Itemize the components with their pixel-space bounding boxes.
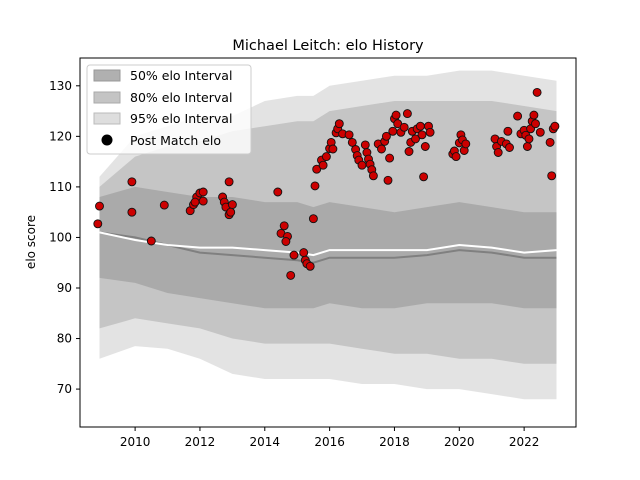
data-point <box>524 134 534 144</box>
data-point <box>159 200 169 210</box>
data-point <box>419 172 429 182</box>
data-point <box>308 214 318 224</box>
data-point <box>334 119 344 129</box>
x-tick-label: 2012 <box>185 435 216 449</box>
legend-swatch-80 <box>93 91 121 104</box>
data-point <box>279 221 289 231</box>
data-point <box>357 160 367 170</box>
data-point <box>190 197 200 207</box>
data-point <box>425 127 435 137</box>
data-point <box>513 111 523 121</box>
data-point <box>532 87 542 97</box>
data-point <box>289 250 299 260</box>
data-point <box>146 236 156 246</box>
x-axis: 2010 2012 2014 2016 2018 2020 2022 <box>120 427 540 449</box>
median-line <box>99 231 557 264</box>
data-point <box>224 177 234 187</box>
y-axis: 70 80 90 100 110 120 130 <box>49 79 80 396</box>
data-point <box>417 130 427 140</box>
legend-label-post-match: Post Match elo <box>130 133 221 148</box>
data-point <box>344 130 354 140</box>
legend-marker-post-match <box>101 134 113 146</box>
legend-box <box>86 64 252 155</box>
data-point <box>312 164 322 174</box>
data-point <box>493 148 503 157</box>
mean-line <box>99 231 557 257</box>
y-tick-label: 130 <box>49 79 72 93</box>
data-point <box>198 196 208 206</box>
data-point <box>281 237 291 246</box>
x-tick-label: 2020 <box>444 435 475 449</box>
data-point <box>388 126 398 136</box>
x-tick-label: 2022 <box>509 435 540 449</box>
data-point <box>411 134 420 144</box>
data-point <box>321 152 331 162</box>
data-point <box>347 137 357 147</box>
legend-swatch-50 <box>93 69 121 82</box>
data-point <box>385 153 395 163</box>
data-point <box>522 142 532 151</box>
data-point <box>391 110 401 120</box>
data-point <box>93 219 103 229</box>
legend: 50% elo Interval 80% elo Interval 95% el… <box>86 64 252 155</box>
data-point <box>377 144 386 154</box>
data-point <box>127 207 137 217</box>
data-point <box>368 171 378 181</box>
data-point <box>550 121 560 131</box>
y-tick-label: 120 <box>49 129 72 143</box>
plot-frame <box>79 57 577 428</box>
x-tick-label: 2010 <box>120 435 151 449</box>
x-tick-label: 2014 <box>250 435 281 449</box>
legend-label-95: 95% elo Interval <box>130 111 232 126</box>
post-match-points <box>93 87 560 280</box>
x-tick-label: 2018 <box>379 435 410 449</box>
data-point <box>383 175 393 185</box>
data-point <box>198 187 208 197</box>
y-axis-label: elo score <box>24 215 38 269</box>
legend-swatch-95 <box>93 112 121 125</box>
y-tick-label: 90 <box>57 281 72 295</box>
data-point <box>299 248 309 258</box>
data-point <box>318 160 328 170</box>
data-point <box>505 143 514 152</box>
data-point <box>286 270 296 280</box>
trend-lines <box>99 231 557 264</box>
y-tick-label: 70 <box>57 382 72 396</box>
x-tick-label: 2016 <box>314 435 345 449</box>
data-point <box>461 139 471 149</box>
data-point <box>227 200 237 210</box>
data-point <box>127 177 137 187</box>
data-point <box>531 119 540 129</box>
data-point <box>226 207 236 217</box>
data-point <box>360 140 370 150</box>
data-point <box>402 109 412 119</box>
data-point <box>305 261 315 271</box>
data-point <box>420 142 430 151</box>
data-point <box>328 144 338 154</box>
data-point <box>451 152 461 162</box>
data-point <box>381 131 391 141</box>
data-point <box>95 201 104 211</box>
chart-title: Michael Leitch: elo History <box>232 38 424 54</box>
data-point <box>545 137 555 147</box>
y-tick-label: 110 <box>49 180 72 194</box>
data-point <box>273 187 283 197</box>
y-tick-label: 80 <box>57 332 72 346</box>
legend-label-80: 80% elo Interval <box>130 90 232 105</box>
data-point <box>310 181 320 191</box>
band-50 <box>99 186 557 309</box>
data-point <box>535 127 545 137</box>
data-point <box>503 126 513 136</box>
data-point <box>399 122 409 132</box>
data-point <box>547 171 557 181</box>
data-point <box>415 121 425 131</box>
data-point <box>404 147 414 156</box>
data-point <box>529 110 539 120</box>
y-tick-label: 100 <box>49 230 72 244</box>
legend-label-50: 50% elo Interval <box>130 68 232 83</box>
